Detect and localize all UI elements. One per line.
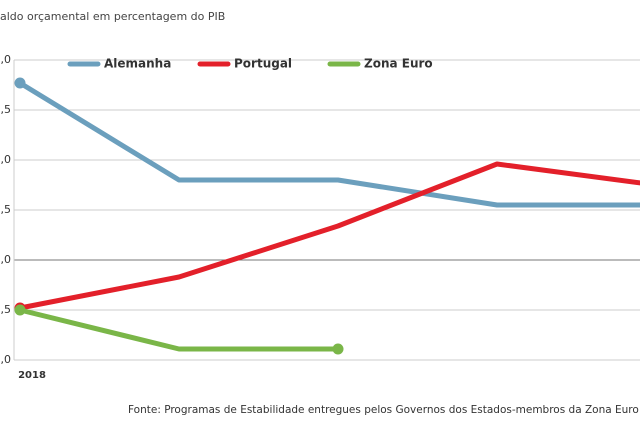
point-marker [14,304,26,316]
y-tick-label: 2,0 [0,53,11,66]
point-marker [332,343,344,355]
series-line [19,161,640,311]
series-line [18,80,640,208]
legend-label: Alemanha [104,57,171,71]
y-tick-label: 1,5 [0,103,11,116]
y-tick-label: -0,5 [0,303,11,316]
legend-label: Zona Euro [364,57,433,71]
y-tick-label: 0,5 [0,203,11,216]
y-tick-label: 1,0 [0,153,11,166]
y-tick-label: 0,0 [0,253,11,266]
x-tick-label: 2018 [18,370,46,381]
chart-title: Saldo orçamental em percentagem do PIB [0,10,225,23]
series-line [19,307,338,352]
point-marker [14,77,26,89]
source-note: Fonte: Programas de Estabilidade entregu… [128,404,640,416]
legend-label: Portugal [234,57,292,71]
y-tick-label: -1,0 [0,353,11,366]
